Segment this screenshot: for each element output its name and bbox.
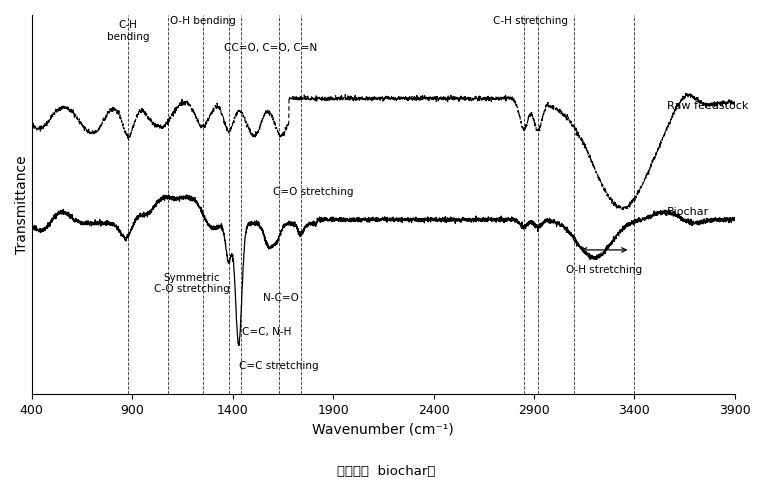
Text: C=C stretching: C=C stretching xyxy=(239,361,318,371)
X-axis label: Wavenumber (cm⁻¹): Wavenumber (cm⁻¹) xyxy=(312,422,455,436)
Text: Biochar: Biochar xyxy=(666,207,709,217)
Text: N-C=O: N-C=O xyxy=(263,293,298,303)
Text: O-H stretching: O-H stretching xyxy=(566,265,642,275)
Text: C-H
bending: C-H bending xyxy=(107,20,149,42)
Text: CC=O, C=O, C=N: CC=O, C=O, C=N xyxy=(224,43,318,53)
Text: ＜삼깧대  biochar＞: ＜삼깧대 biochar＞ xyxy=(337,465,436,478)
Y-axis label: Transmittance: Transmittance xyxy=(15,155,29,254)
Text: Symmetric
C-O stretching: Symmetric C-O stretching xyxy=(154,273,230,294)
Text: Raw feedstock: Raw feedstock xyxy=(666,101,748,111)
Text: C=C, N-H: C=C, N-H xyxy=(242,327,291,337)
Text: C-H stretching: C-H stretching xyxy=(493,16,568,26)
Text: C=O stretching: C=O stretching xyxy=(273,187,353,197)
Text: O-H bending: O-H bending xyxy=(169,16,236,26)
